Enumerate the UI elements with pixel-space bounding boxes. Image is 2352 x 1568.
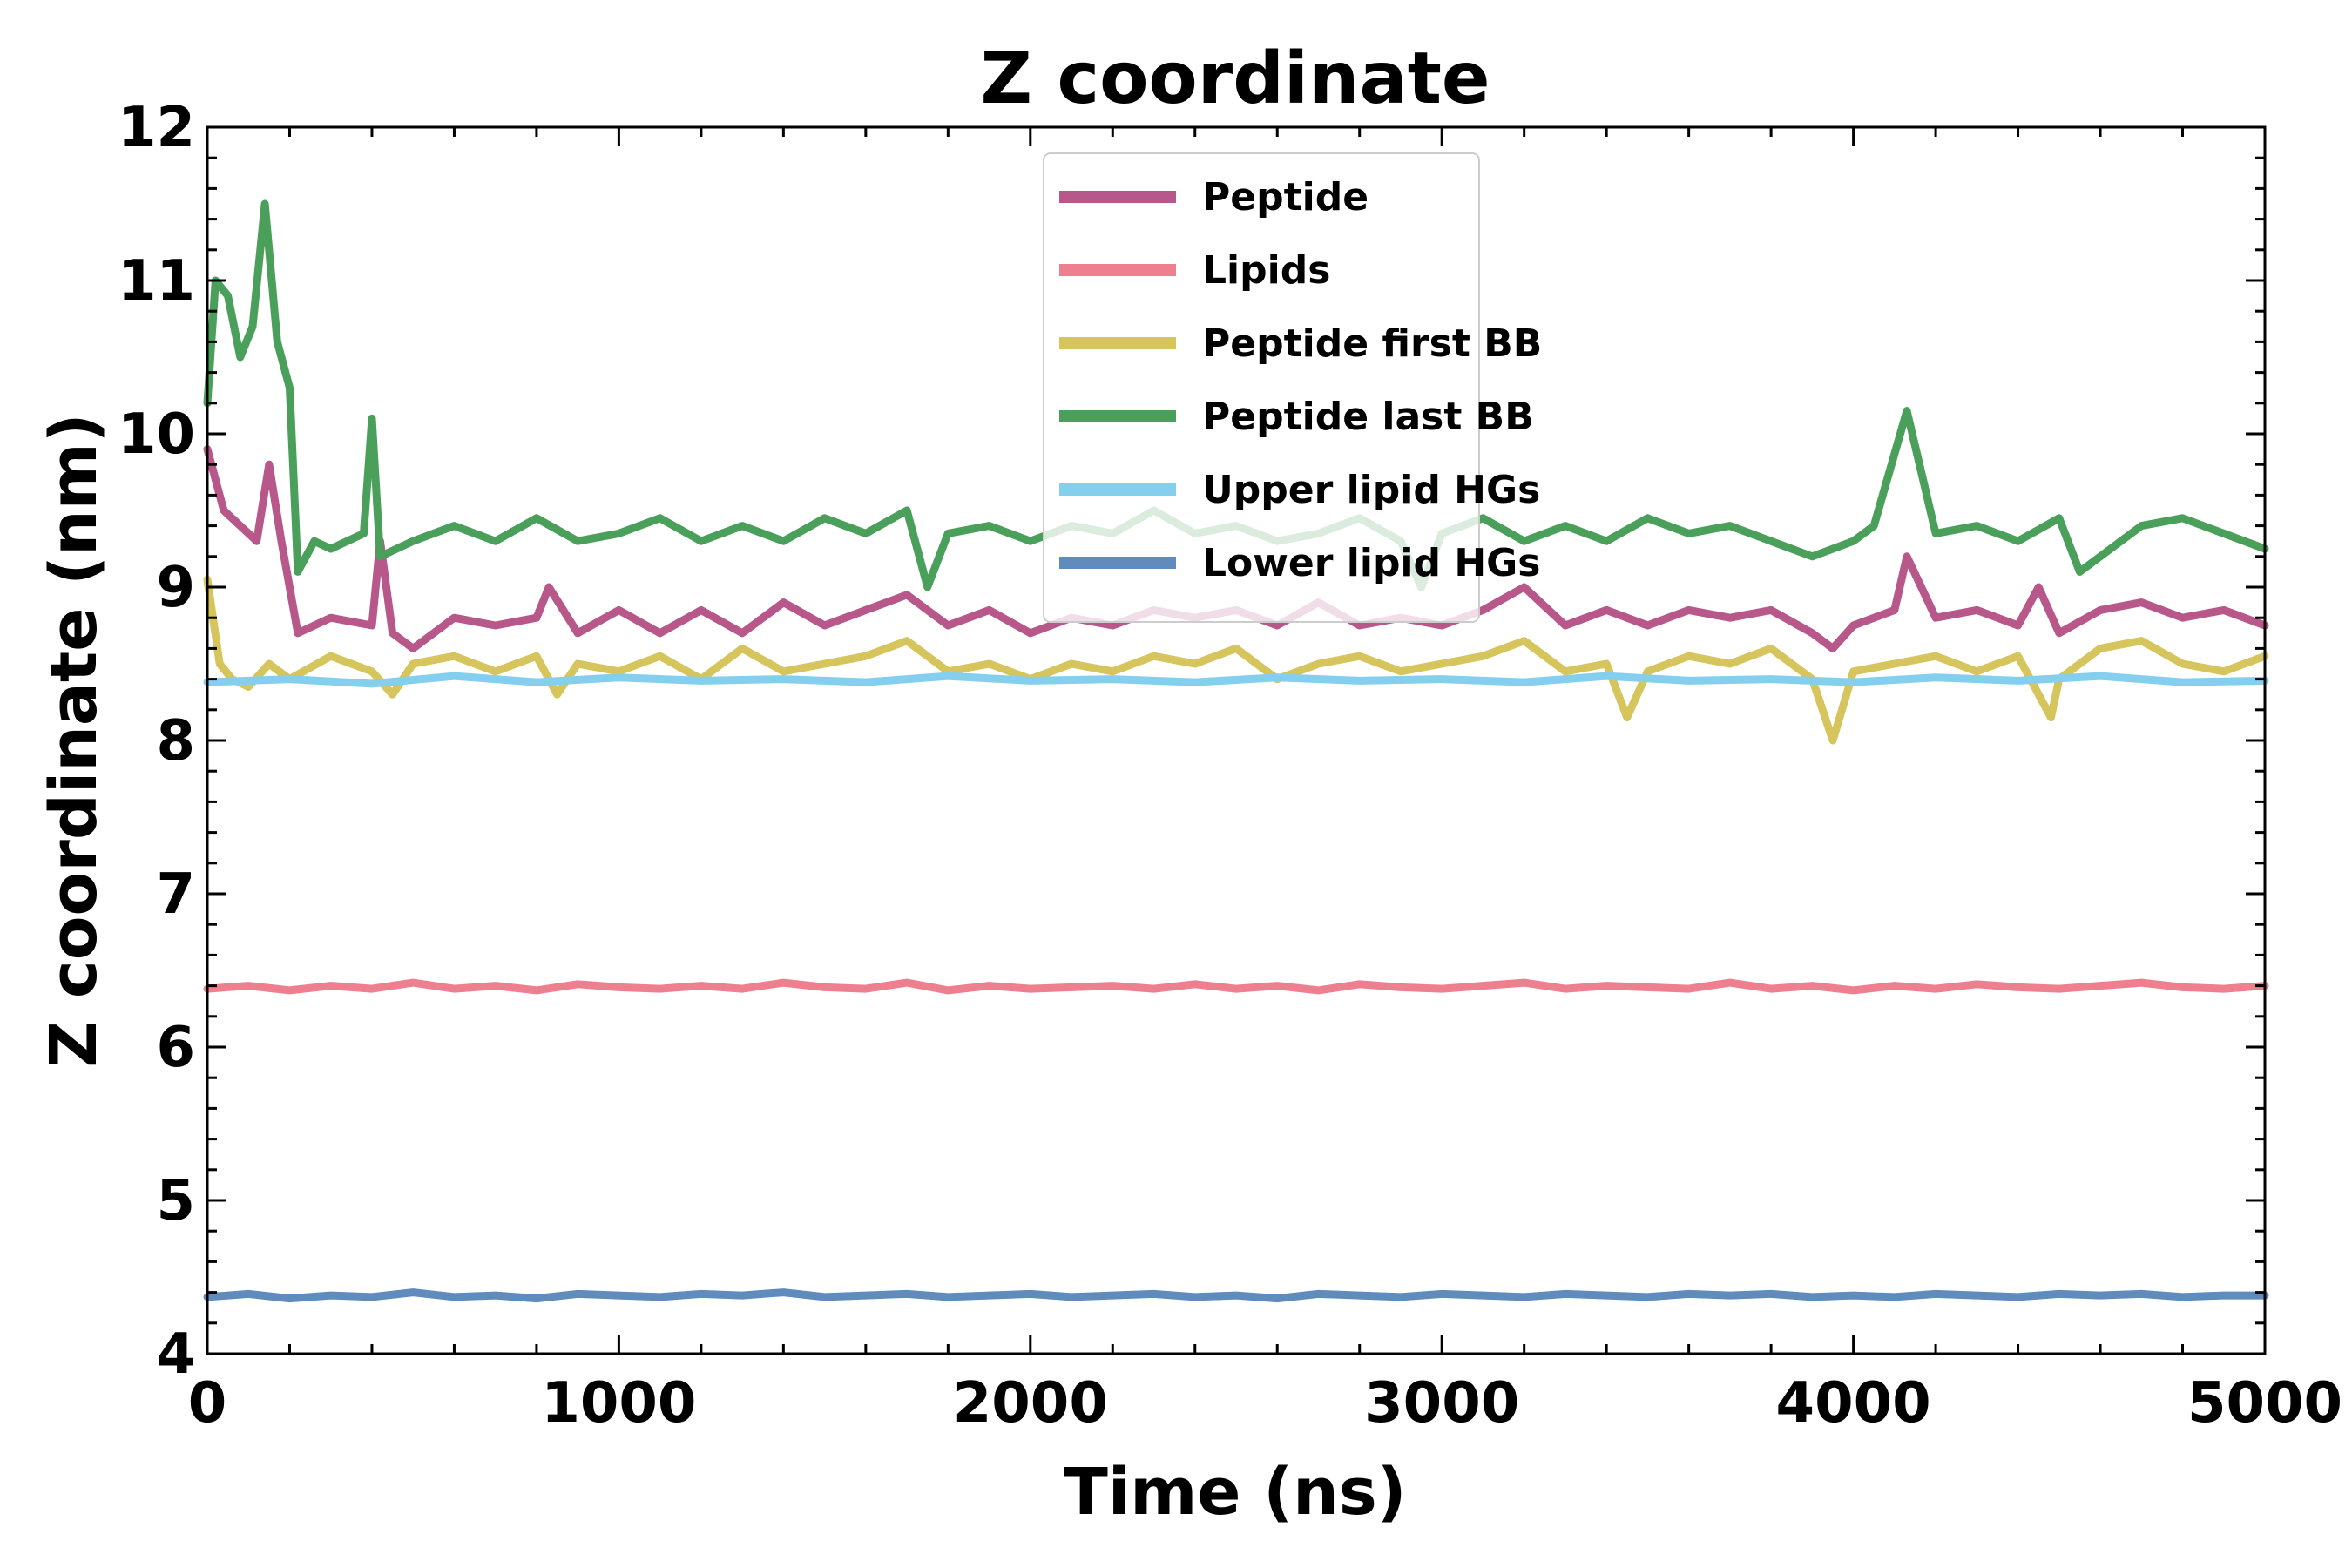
x-tick-label: 0 [188, 1371, 227, 1436]
x-tick-label: 2000 [953, 1371, 1108, 1436]
y-tick-label: 8 [156, 709, 195, 774]
plot-frame [206, 125, 2267, 1355]
y-tick-label: 11 [118, 249, 195, 314]
legend-label-0: Peptide [1202, 175, 1369, 220]
series-line-1 [203, 978, 2269, 995]
series-layer [203, 199, 2269, 1303]
y-tick-label: 4 [156, 1322, 195, 1387]
x-tick-label: 1000 [541, 1371, 696, 1436]
legend-label-4: Upper lipid HGs [1202, 468, 1540, 512]
y-axis-label: Z coordinate (nm) [37, 413, 112, 1067]
y-tick-label: 6 [156, 1016, 195, 1080]
series-line-5 [203, 1288, 2269, 1303]
y-tick-label: 9 [156, 556, 195, 620]
y-tick-label: 5 [156, 1169, 195, 1233]
legend-label-3: Peptide last BB [1202, 395, 1534, 439]
y-tick-label: 12 [118, 96, 195, 160]
legend-label-5: Lower lipid HGs [1202, 541, 1540, 585]
legend: Peptide Lipids Peptide first BB Peptide las… [1043, 152, 1542, 623]
x-tick-label: 3000 [1364, 1371, 1519, 1436]
x-tick-label: 4000 [1776, 1371, 1931, 1436]
y-tick-label: 7 [156, 862, 195, 927]
legend-label-2: Peptide first BB [1202, 321, 1542, 366]
series-line-2 [203, 575, 2269, 745]
y-tick-label: 10 [118, 402, 195, 467]
x-axis-label: Time (ns) [1064, 1455, 1406, 1530]
series-line-4 [203, 672, 2269, 688]
legend-label-1: Lipids [1202, 248, 1330, 293]
ticks-layer: 0 1000 2000 3000 4000 5000 4 5 6 7 8 9 10 11 12 [118, 96, 2342, 1436]
x-tick-label: 5000 [2187, 1371, 2342, 1436]
chart-title: Z coordinate [980, 37, 1490, 120]
